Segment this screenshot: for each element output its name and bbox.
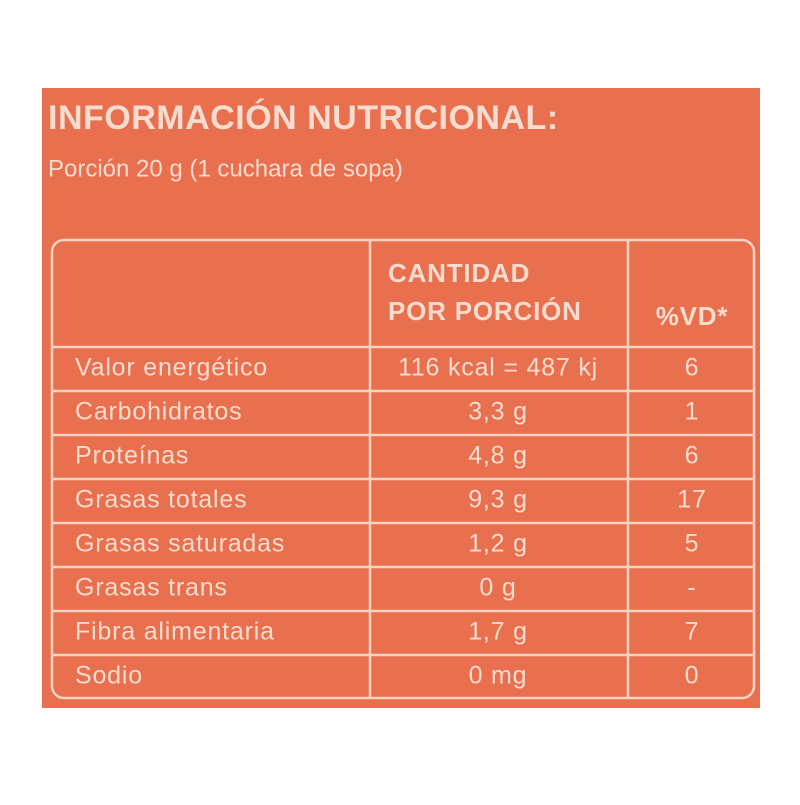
title: INFORMACIÓN NUTRICIONAL:	[48, 99, 559, 137]
amount: 3,3 g	[468, 398, 528, 426]
nutrient-name: Grasas saturadas	[75, 530, 285, 558]
daily-value: 6	[685, 442, 700, 470]
amount: 1,2 g	[468, 530, 528, 558]
nutrient-name: Sodio	[75, 662, 143, 690]
quantity-heading: CANTIDAD	[388, 258, 530, 288]
amount: 116 kcal = 487 kj	[398, 354, 598, 382]
nutrient-name: Proteínas	[75, 442, 189, 470]
daily-value: 5	[685, 530, 700, 558]
amount: 4,8 g	[468, 442, 528, 470]
amount: 1,7 g	[468, 618, 528, 646]
daily-value: 0	[685, 662, 700, 690]
amount: 9,3 g	[468, 486, 528, 514]
label-panel	[42, 88, 760, 708]
daily-value: 17	[677, 486, 706, 514]
nutrient-name: Valor energético	[75, 354, 268, 382]
nutrient-name: Carbohidratos	[75, 398, 242, 426]
vd-heading: %VD*	[656, 301, 729, 331]
portion: Porción 20 g (1 cuchara de sopa)	[48, 155, 403, 182]
amount: 0 g	[479, 574, 516, 602]
daily-value: 7	[685, 618, 700, 646]
quantity-heading: POR PORCIÓN	[388, 296, 582, 326]
daily-value: 1	[685, 398, 700, 426]
nutrient-name: Grasas trans	[75, 574, 228, 602]
daily-value: 6	[685, 354, 700, 382]
amount: 0 mg	[469, 662, 528, 690]
nutrient-name: Fibra alimentaria	[75, 618, 275, 646]
table-border	[50, 238, 756, 700]
daily-value: -	[687, 574, 696, 602]
nutrient-name: Grasas totales	[75, 486, 247, 514]
